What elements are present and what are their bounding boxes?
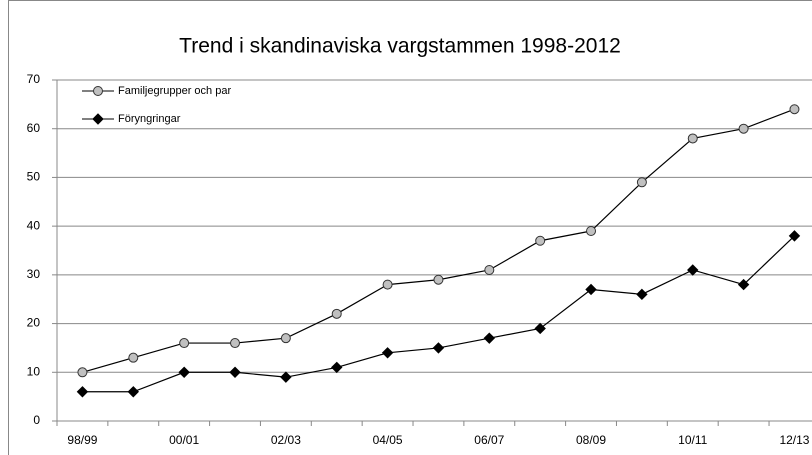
- marker: [127, 386, 139, 398]
- marker: [178, 366, 190, 378]
- x-tick-label: 00/01: [169, 433, 199, 447]
- marker: [788, 230, 801, 242]
- y-tick-label: 60: [27, 121, 41, 135]
- y-tick-label: 20: [27, 316, 41, 330]
- y-tick-label: 50: [27, 170, 41, 184]
- marker: [229, 366, 241, 378]
- marker: [585, 283, 597, 296]
- marker: [331, 308, 342, 319]
- y-tick-label: 10: [27, 364, 41, 378]
- x-tick-label: 98/99: [67, 433, 97, 447]
- marker: [636, 177, 647, 188]
- marker: [381, 347, 394, 359]
- y-tick-label: 0: [33, 413, 40, 427]
- legend-marker: [93, 86, 103, 96]
- marker: [687, 133, 698, 144]
- legend-marker: [92, 113, 104, 125]
- x-tick-label: 10/11: [678, 433, 707, 447]
- marker: [535, 235, 546, 246]
- chart-border: [8, 0, 812, 455]
- y-tick-label: 70: [27, 72, 41, 86]
- y-tick-label: 40: [27, 218, 41, 232]
- chart-title: Trend i skandinaviska vargstammen 1998-2…: [179, 35, 621, 58]
- marker: [737, 278, 750, 291]
- marker: [280, 333, 291, 344]
- marker: [738, 123, 749, 134]
- marker: [687, 264, 699, 276]
- marker: [433, 274, 444, 285]
- marker: [636, 288, 648, 301]
- marker: [586, 226, 597, 237]
- x-tick-label: 08/09: [576, 433, 606, 447]
- marker: [76, 386, 89, 398]
- marker: [484, 264, 495, 275]
- marker: [432, 342, 445, 354]
- marker: [534, 322, 546, 335]
- x-tick-label: 02/03: [271, 433, 301, 447]
- y-tick-label: 30: [27, 267, 41, 281]
- x-tick-label: 04/05: [373, 433, 403, 447]
- legend-label: Familjegrupper och par: [118, 85, 231, 97]
- legend-label: Föryngringar: [118, 113, 181, 125]
- marker: [789, 104, 800, 115]
- marker: [382, 279, 393, 290]
- marker: [280, 371, 292, 383]
- marker: [331, 361, 343, 374]
- x-tick-label: 06/07: [474, 433, 504, 447]
- marker: [179, 338, 190, 349]
- marker: [483, 332, 496, 344]
- marker: [230, 338, 241, 349]
- marker: [128, 352, 139, 363]
- marker: [77, 367, 88, 378]
- x-tick-label: 12/13: [779, 433, 809, 447]
